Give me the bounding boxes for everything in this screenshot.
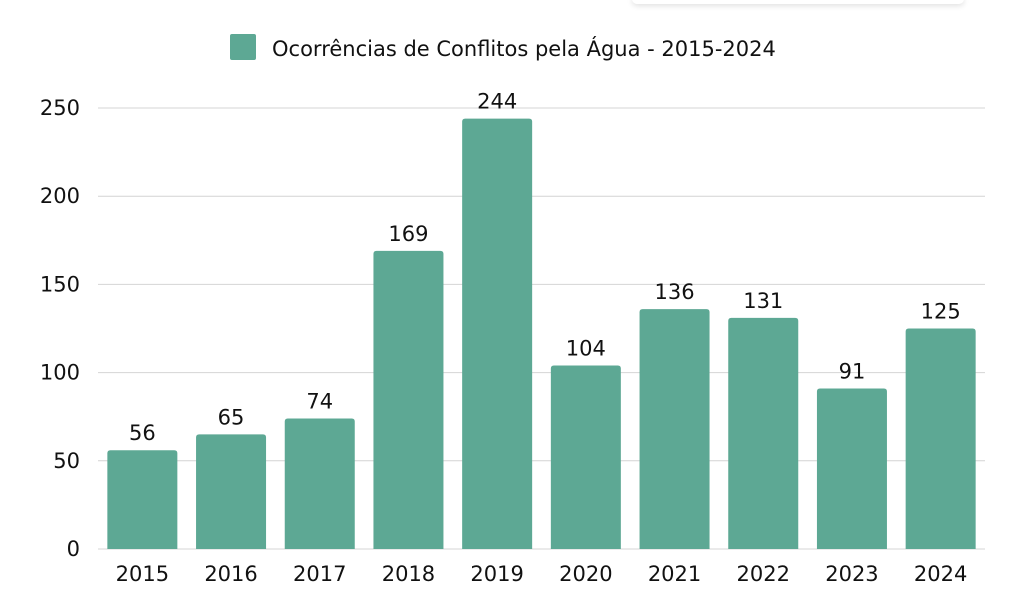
value-label-2024: 125	[921, 300, 961, 324]
y-tick-label: 50	[53, 449, 80, 473]
value-label-2022: 131	[743, 289, 783, 313]
bar-2015[interactable]	[107, 450, 178, 549]
top-panel-edge	[632, 0, 964, 4]
y-tick-label: 0	[67, 537, 80, 561]
bar-2016[interactable]	[196, 434, 267, 549]
x-tick-label-2015: 2015	[116, 562, 169, 586]
value-label-2016: 65	[218, 405, 245, 429]
value-label-2020: 104	[566, 337, 606, 361]
bar-2017[interactable]	[284, 418, 355, 549]
bar-2024[interactable]	[905, 328, 976, 550]
y-tick-label: 150	[40, 272, 80, 296]
x-tick-label-2023: 2023	[825, 562, 878, 586]
y-tick-label: 100	[40, 361, 80, 385]
bar-2022[interactable]	[728, 317, 799, 549]
bar-2019[interactable]	[462, 118, 533, 550]
legend[interactable]: Ocorrências de Conflitos pela Água - 201…	[230, 34, 776, 61]
bar-2018[interactable]	[373, 250, 444, 549]
y-axis-ticks: 0 50 100 150 200 250	[40, 96, 80, 561]
bar-2023[interactable]	[816, 388, 887, 549]
value-label-2023: 91	[839, 359, 866, 383]
value-label-2018: 169	[388, 222, 428, 246]
value-label-2021: 136	[655, 280, 695, 304]
x-tick-label-2017: 2017	[293, 562, 346, 586]
y-tick-label: 200	[40, 184, 80, 208]
bar-2021[interactable]	[639, 309, 710, 549]
value-label-2015: 56	[129, 421, 156, 445]
x-tick-label-2016: 2016	[204, 562, 257, 586]
x-tick-label-2024: 2024	[914, 562, 967, 586]
bars	[107, 118, 976, 550]
value-labels: 56 65 74 169 244 104 136 131 91 125	[129, 90, 961, 446]
legend-swatch	[230, 34, 256, 60]
x-tick-label-2020: 2020	[559, 562, 612, 586]
x-tick-label-2018: 2018	[382, 562, 435, 586]
value-label-2019: 244	[477, 90, 517, 114]
y-tick-label: 250	[40, 96, 80, 120]
legend-label: Ocorrências de Conflitos pela Água - 201…	[272, 36, 776, 61]
value-label-2017: 74	[306, 389, 333, 413]
x-axis-ticks: 2015 2016 2017 2018 2019 2020 2021 2022 2023 2024	[116, 562, 968, 586]
bar-2020[interactable]	[550, 365, 621, 549]
x-tick-label-2021: 2021	[648, 562, 701, 586]
x-tick-label-2022: 2022	[737, 562, 790, 586]
x-tick-label-2019: 2019	[470, 562, 523, 586]
